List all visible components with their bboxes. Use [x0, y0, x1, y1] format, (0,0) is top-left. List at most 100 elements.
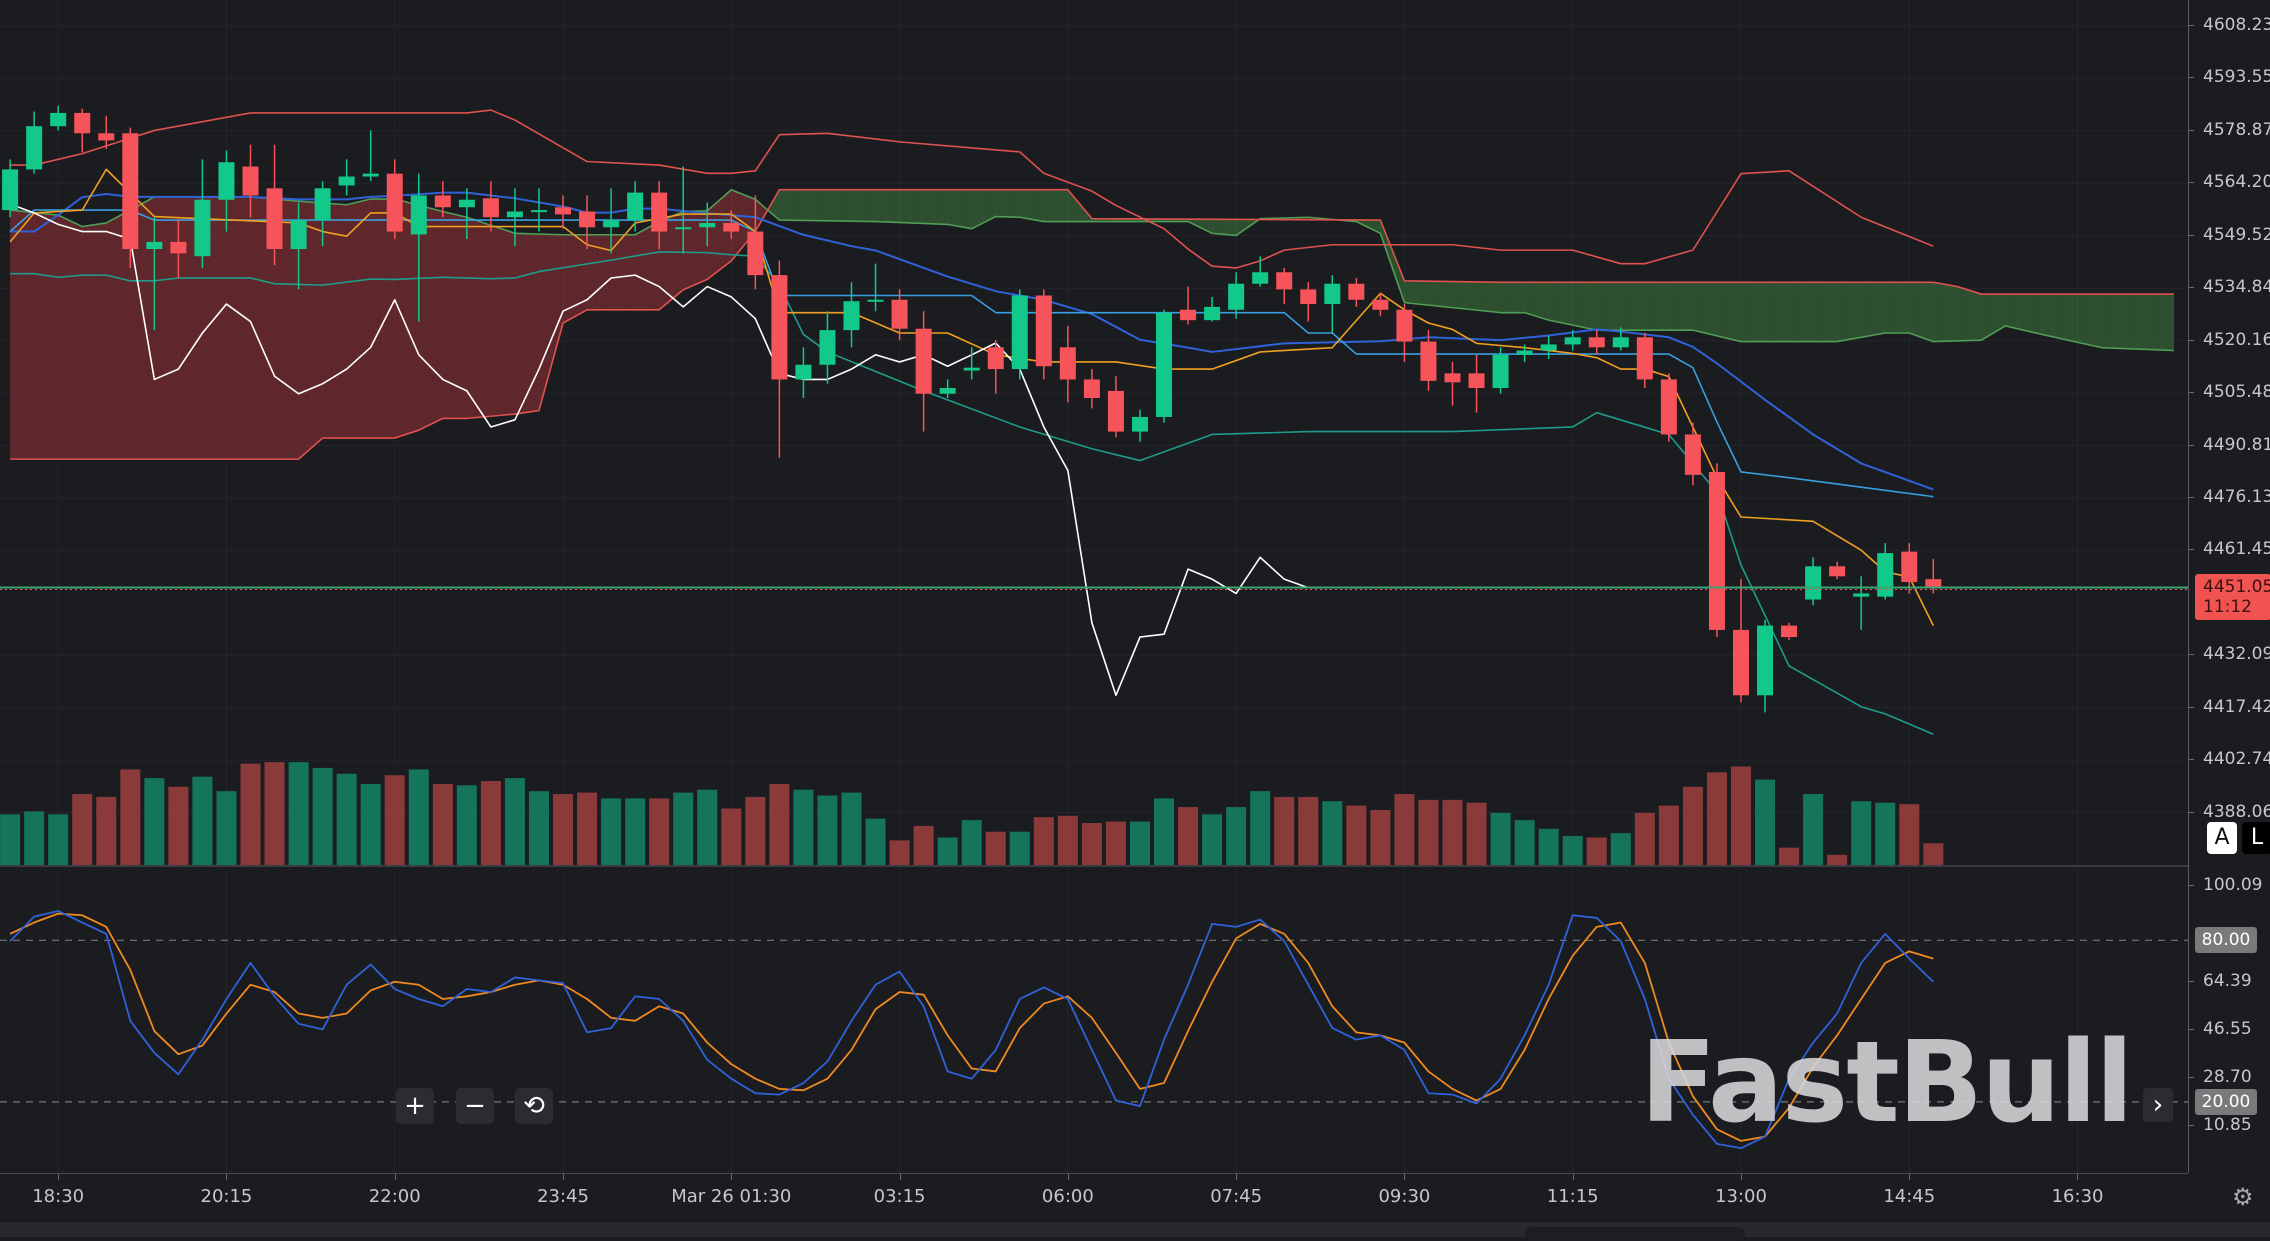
cloud-segment — [1500, 282, 1513, 313]
candle — [1757, 619, 1774, 713]
cloud-segment — [286, 200, 299, 460]
cloud-segment — [358, 199, 371, 439]
cloud-segment — [1404, 280, 1417, 304]
candle-body — [1035, 295, 1052, 367]
cloud-segment — [2101, 294, 2114, 349]
settings-gear-icon[interactable]: ⚙ — [2232, 1183, 2254, 1211]
volume-bar — [264, 762, 285, 865]
volume-bar — [360, 783, 381, 865]
volume-bar — [721, 808, 742, 865]
candle-body — [1829, 566, 1846, 577]
reset-view-button[interactable]: ⟲ — [515, 1088, 553, 1124]
candle — [170, 220, 187, 278]
candle — [891, 289, 908, 341]
log-scale-button[interactable]: L — [2242, 822, 2270, 854]
candle — [987, 340, 1004, 394]
stoch-k-line — [9, 910, 1934, 1150]
scroll-to-latest-button[interactable]: › — [2143, 1088, 2173, 1122]
cloud-segment — [1704, 282, 1718, 336]
candle-body — [891, 299, 908, 329]
volume-bar — [1706, 772, 1727, 865]
cloud-segment — [10, 210, 23, 460]
cloud-segment — [94, 222, 107, 460]
candle — [1300, 282, 1317, 322]
volume-bar — [865, 818, 886, 865]
price-axis[interactable]: 4608.23 4593.55 4578.87 4564.20 4549.52 … — [2187, 0, 2270, 1173]
candle — [1131, 409, 1148, 442]
candle-body — [843, 301, 860, 331]
candle-body — [987, 347, 1004, 370]
volume-bar — [1178, 807, 1199, 865]
volume-bar — [240, 763, 261, 865]
candle — [1252, 256, 1269, 287]
cloud-segment — [1849, 282, 1862, 340]
volume-bar — [937, 837, 958, 865]
candle-body — [1204, 306, 1221, 321]
stoch-lower-level-badge: 20.00 — [2195, 1088, 2257, 1115]
cloud-segment — [1067, 189, 1081, 222]
volume-bar — [1755, 779, 1776, 865]
candle — [1107, 376, 1124, 438]
cloud-segment — [875, 189, 888, 223]
candle — [1156, 309, 1173, 423]
cloud-segment — [22, 211, 35, 460]
time-label: 11:15 — [1546, 1174, 1599, 1207]
candle-body — [26, 126, 43, 170]
candle — [771, 260, 788, 458]
cloud-segment — [1464, 281, 1477, 311]
candle — [1372, 292, 1389, 316]
cloud-segment — [983, 189, 997, 223]
zoom-out-button[interactable]: − — [456, 1088, 494, 1124]
volume-bar — [1851, 801, 1872, 865]
cloud-segment — [1716, 282, 1730, 339]
candle — [1276, 267, 1293, 305]
candle-body — [1901, 551, 1918, 583]
cloud-segment — [2065, 294, 2078, 343]
cloud-segment — [575, 234, 588, 317]
cloud-segment — [1007, 189, 1021, 218]
cloud-segment — [490, 225, 504, 417]
candle-body — [1252, 272, 1269, 284]
cloud-segment — [454, 214, 468, 419]
candle-body — [314, 188, 331, 221]
candle — [242, 144, 259, 218]
auto-scale-button[interactable]: A — [2207, 822, 2237, 854]
volume-bar — [1370, 809, 1391, 865]
zoom-in-button[interactable]: + — [396, 1088, 434, 1124]
cloud-segment — [238, 196, 251, 460]
volume-bar — [504, 778, 525, 865]
candle-body — [1107, 390, 1124, 432]
volume-bar — [1322, 801, 1343, 865]
candle — [819, 311, 836, 384]
candle — [867, 263, 884, 312]
candle — [963, 347, 980, 380]
scrollbar-thumb[interactable] — [1525, 1227, 1745, 1241]
candle-body — [867, 299, 884, 302]
time-axis[interactable]: 18:30 20:15 22:00 23:45 Mar 26 01:30 03:… — [0, 1173, 2188, 1223]
candle-body — [410, 195, 427, 235]
cloud-segment — [418, 205, 432, 431]
span-b-line — [10, 188, 2174, 460]
price-tick: 4490.81 — [2189, 435, 2270, 455]
cloud-segment — [82, 224, 95, 460]
cloud-segment — [1728, 282, 1742, 342]
time-label: Mar 26 01:30 — [671, 1174, 792, 1207]
candle-body — [1180, 309, 1197, 321]
volume-bar — [1658, 805, 1679, 865]
volume-bar — [1562, 836, 1583, 865]
candle — [1492, 347, 1509, 394]
candle-body — [723, 222, 740, 232]
cloud-segment — [2113, 294, 2126, 349]
candle-body — [1011, 295, 1028, 370]
chart-canvas[interactable] — [0, 0, 2188, 1173]
volume-bar — [528, 791, 549, 865]
candle — [266, 144, 283, 266]
candle — [122, 127, 139, 268]
cloud-segment — [563, 234, 576, 323]
volume-bar — [1250, 791, 1271, 865]
cloud-segment — [767, 189, 780, 221]
candle — [218, 150, 235, 232]
cloud-segment — [2053, 294, 2066, 340]
volume-bar — [913, 825, 934, 865]
candle-body — [194, 199, 211, 257]
